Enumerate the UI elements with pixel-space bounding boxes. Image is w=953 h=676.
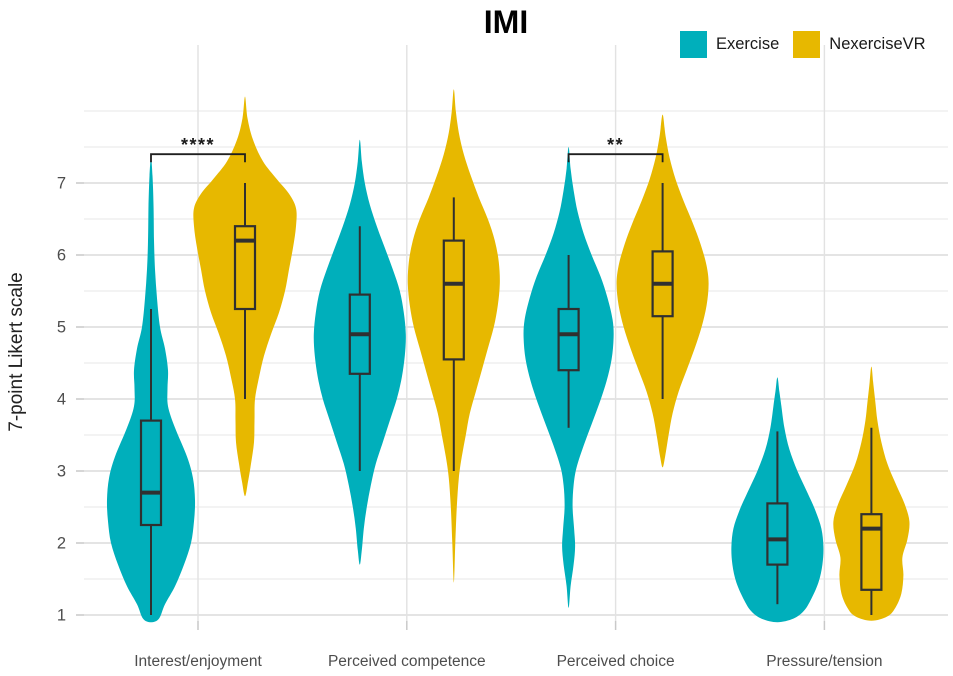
y-axis-title: 7-point Likert scale	[6, 272, 27, 431]
sig-label-perceived-choice: **	[607, 135, 624, 155]
legend-label-nexercisevr: NexerciseVR	[829, 35, 926, 53]
box-nexercisevr-pressure-tension	[860, 513, 883, 591]
y-tick-label-5: 5	[57, 319, 66, 337]
legend-item-nexercisevr: NexerciseVR	[793, 31, 926, 58]
box-exercise-pressure-tension	[766, 502, 789, 566]
y-tick-label-2: 2	[57, 535, 66, 553]
y-tick-label-1: 1	[57, 607, 66, 625]
x-category-label-interest-enjoyment: Interest/enjoyment	[134, 653, 262, 670]
y-tick-label-6: 6	[57, 247, 66, 265]
y-tick-label-7: 7	[57, 175, 66, 193]
box-exercise-perceived-choice	[557, 307, 580, 372]
y-tick-label-3: 3	[57, 463, 66, 481]
legend-label-exercise: Exercise	[716, 35, 780, 53]
sig-bracket-perceived-choice	[567, 153, 664, 163]
x-category-label-perceived-competence: Perceived competence	[328, 653, 486, 670]
box-nexercisevr-interest-enjoyment	[233, 225, 257, 311]
y-tick-label-4: 4	[57, 391, 66, 409]
legend-item-exercise: Exercise	[680, 31, 779, 58]
box-exercise-interest-enjoyment	[139, 419, 163, 527]
violin-nexercisevr-perceived-competence	[407, 89, 500, 583]
violin-nexercisevr-interest-enjoyment	[193, 96, 297, 497]
chart-title: IMI	[484, 4, 528, 40]
box-nexercisevr-perceived-competence	[442, 239, 465, 361]
violin-exercise-perceived-competence	[313, 139, 406, 565]
legend-swatch-nexercisevr	[793, 31, 821, 58]
legend: Exercise NexerciseVR	[680, 31, 926, 58]
x-category-label-pressure-tension: Pressure/tension	[766, 653, 882, 670]
x-category-label-perceived-choice: Perceived choice	[557, 653, 675, 670]
sig-bracket-interest-enjoyment	[150, 153, 246, 163]
sig-label-interest-enjoyment: ****	[181, 135, 215, 155]
violin-nexercisevr-perceived-choice	[616, 114, 709, 468]
legend-swatch-exercise	[680, 31, 707, 58]
